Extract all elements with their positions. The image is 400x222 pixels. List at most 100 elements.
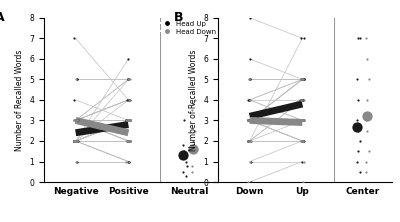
Point — [248, 119, 255, 122]
Point — [300, 78, 306, 81]
Point — [73, 139, 79, 143]
Point — [355, 98, 362, 102]
Point — [301, 36, 308, 40]
Point — [183, 160, 189, 163]
Point — [246, 119, 253, 122]
Y-axis label: Number of Recalled Words: Number of Recalled Words — [189, 49, 198, 151]
Point — [74, 78, 81, 81]
Point — [127, 98, 134, 102]
Point — [190, 102, 196, 106]
Point — [181, 154, 187, 157]
Point — [72, 119, 79, 122]
Point — [298, 139, 305, 143]
Point — [70, 139, 77, 143]
Point — [73, 119, 79, 122]
Point — [124, 98, 130, 102]
Point — [247, 119, 253, 122]
Point — [126, 139, 132, 143]
Point — [126, 119, 133, 122]
Point — [180, 170, 186, 174]
Point — [298, 98, 305, 102]
Point — [246, 98, 252, 102]
Point — [248, 139, 254, 143]
Point — [298, 139, 304, 143]
Point — [126, 119, 132, 122]
Point — [299, 139, 306, 143]
Point — [362, 119, 369, 122]
Point — [71, 139, 77, 143]
Point — [300, 98, 307, 102]
Point — [71, 119, 78, 122]
Point — [180, 156, 186, 159]
Point — [192, 129, 198, 133]
Point — [247, 119, 253, 122]
Point — [300, 98, 306, 102]
Point — [71, 139, 78, 143]
Point — [73, 119, 79, 122]
Point — [244, 119, 251, 122]
Point — [247, 98, 254, 102]
Point — [71, 139, 77, 143]
Point — [125, 78, 131, 81]
Point — [362, 170, 369, 174]
Point — [125, 78, 131, 81]
Point — [245, 119, 251, 122]
Point — [300, 139, 306, 143]
Point — [248, 119, 254, 122]
Point — [298, 119, 304, 122]
Point — [192, 98, 198, 102]
Point — [123, 160, 130, 163]
Point — [366, 149, 372, 153]
Point — [300, 119, 307, 122]
Point — [301, 119, 308, 122]
Point — [70, 119, 77, 122]
Point — [247, 119, 254, 122]
Point — [124, 139, 131, 143]
Point — [127, 139, 133, 143]
Point — [127, 119, 134, 122]
Point — [354, 125, 360, 128]
Point — [126, 119, 132, 122]
Point — [244, 139, 251, 143]
Point — [248, 119, 254, 122]
Point — [74, 139, 80, 143]
Point — [188, 108, 195, 112]
Point — [70, 139, 77, 143]
Point — [73, 119, 80, 122]
Point — [125, 139, 131, 143]
Point — [300, 119, 306, 122]
Point — [125, 139, 131, 143]
Point — [298, 98, 304, 102]
Point — [123, 119, 130, 122]
Text: B: B — [174, 11, 184, 24]
Point — [126, 119, 132, 122]
Point — [357, 170, 363, 174]
Point — [244, 139, 251, 143]
Legend: Head Up, Head Down: Head Up, Head Down — [158, 18, 219, 38]
Point — [297, 119, 304, 122]
Point — [298, 98, 304, 102]
Point — [180, 154, 186, 157]
Point — [248, 119, 255, 122]
Point — [299, 78, 306, 81]
Point — [72, 119, 79, 122]
Point — [246, 119, 252, 122]
Point — [299, 98, 305, 102]
Point — [126, 139, 132, 143]
Point — [248, 160, 254, 163]
Point — [127, 119, 133, 122]
Y-axis label: Number of Recalled Words: Number of Recalled Words — [15, 49, 24, 151]
Point — [127, 119, 133, 122]
Point — [298, 139, 305, 143]
Point — [299, 119, 305, 122]
Point — [246, 119, 252, 122]
Point — [363, 36, 369, 40]
Point — [299, 119, 306, 122]
Point — [126, 98, 132, 102]
Point — [247, 98, 253, 102]
Point — [73, 160, 79, 163]
Point — [70, 139, 77, 143]
Point — [299, 139, 306, 143]
Point — [126, 139, 132, 143]
Point — [72, 119, 79, 122]
